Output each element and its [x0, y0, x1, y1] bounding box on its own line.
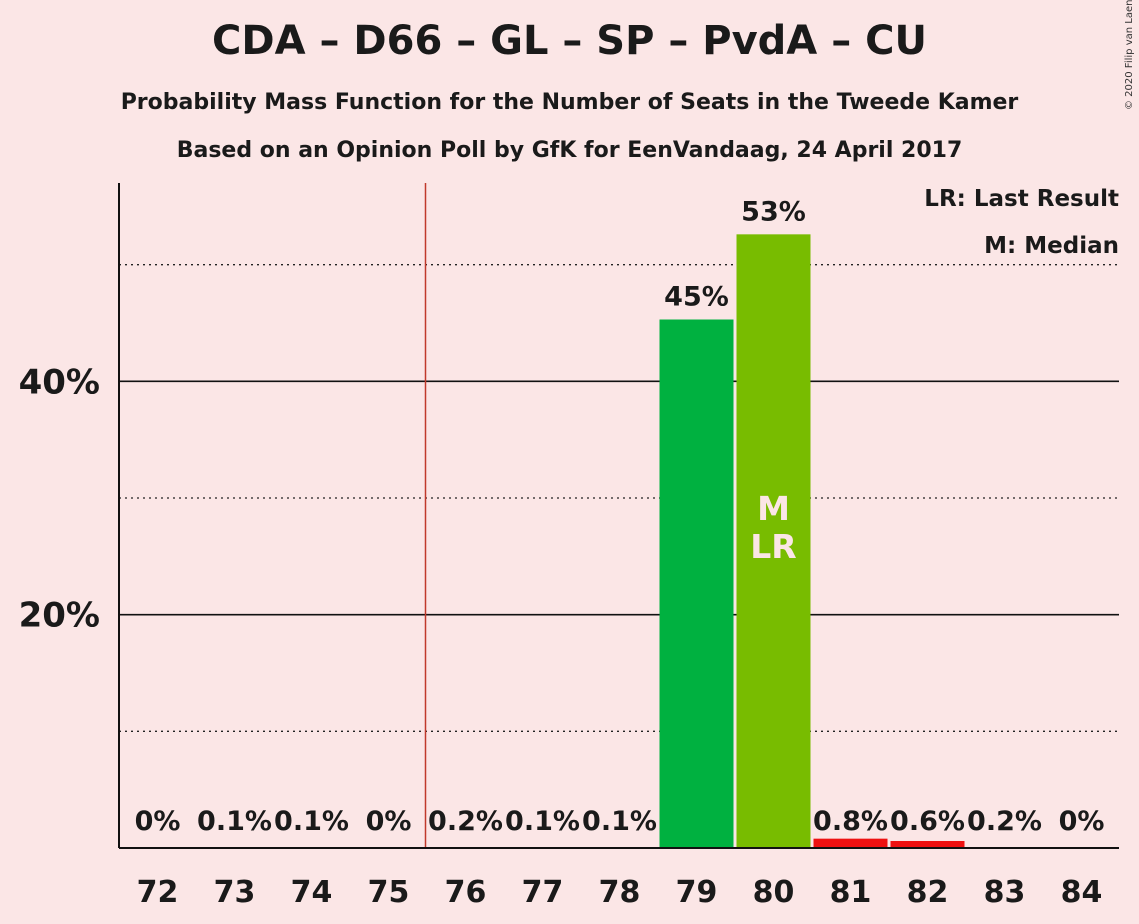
value-label-77: 0.1% — [505, 806, 580, 837]
last-result-marker: LR — [750, 527, 796, 566]
x-tick-label-72: 72 — [137, 875, 179, 910]
legend-last-result: LR: Last Result — [924, 186, 1119, 212]
value-label-74: 0.1% — [274, 806, 349, 837]
value-label-72: 0% — [135, 806, 181, 837]
value-label-81: 0.8% — [813, 806, 888, 837]
bar-80 — [736, 234, 811, 849]
value-label-79: 45% — [664, 282, 729, 313]
gridlines: 20% 40% — [19, 264, 1119, 732]
x-tick-label-73: 73 — [214, 875, 256, 910]
x-tick-label-84: 84 — [1061, 875, 1103, 910]
chart-title: CDA – D66 – GL – SP – PvdA – CU — [212, 18, 927, 64]
value-label-84: 0% — [1059, 806, 1105, 837]
legend-median: M: Median — [984, 233, 1119, 259]
value-label-76: 0.2% — [428, 806, 503, 837]
value-label-75: 0% — [366, 806, 412, 837]
bars — [659, 234, 965, 849]
y-tick-label: 40% — [19, 362, 100, 402]
x-tick-label-78: 78 — [599, 875, 641, 910]
x-tick-label-80: 80 — [753, 875, 795, 910]
value-label-73: 0.1% — [197, 806, 272, 837]
x-tick-label-79: 79 — [676, 875, 718, 910]
axes — [118, 183, 1119, 849]
x-tick-label-74: 74 — [291, 875, 333, 910]
x-tick-label-83: 83 — [984, 875, 1026, 910]
x-tick-label-75: 75 — [368, 875, 410, 910]
median-marker: M — [757, 489, 790, 528]
x-tick-label-77: 77 — [522, 875, 564, 910]
chart-subtitle-source: Based on an Opinion Poll by GfK for EenV… — [176, 138, 963, 163]
chart-subtitle: Probability Mass Function for the Number… — [120, 90, 1019, 115]
x-tick-label-81: 81 — [830, 875, 872, 910]
value-label-83: 0.2% — [967, 806, 1042, 837]
value-label-82: 0.6% — [890, 806, 965, 837]
y-tick-label: 20% — [19, 596, 100, 636]
bar-79 — [659, 319, 734, 848]
bar-82 — [890, 841, 965, 848]
value-label-80: 53% — [741, 196, 806, 227]
x-tick-label-82: 82 — [907, 875, 949, 910]
bar-81 — [813, 838, 888, 848]
x-tick-label-76: 76 — [445, 875, 487, 910]
value-label-78: 0.1% — [582, 806, 657, 837]
labels: 0% 72 0.1% 73 0.1% 74 0% 75 0.2% 76 0.1% 77 0.1% 78 45… — [135, 196, 1105, 910]
